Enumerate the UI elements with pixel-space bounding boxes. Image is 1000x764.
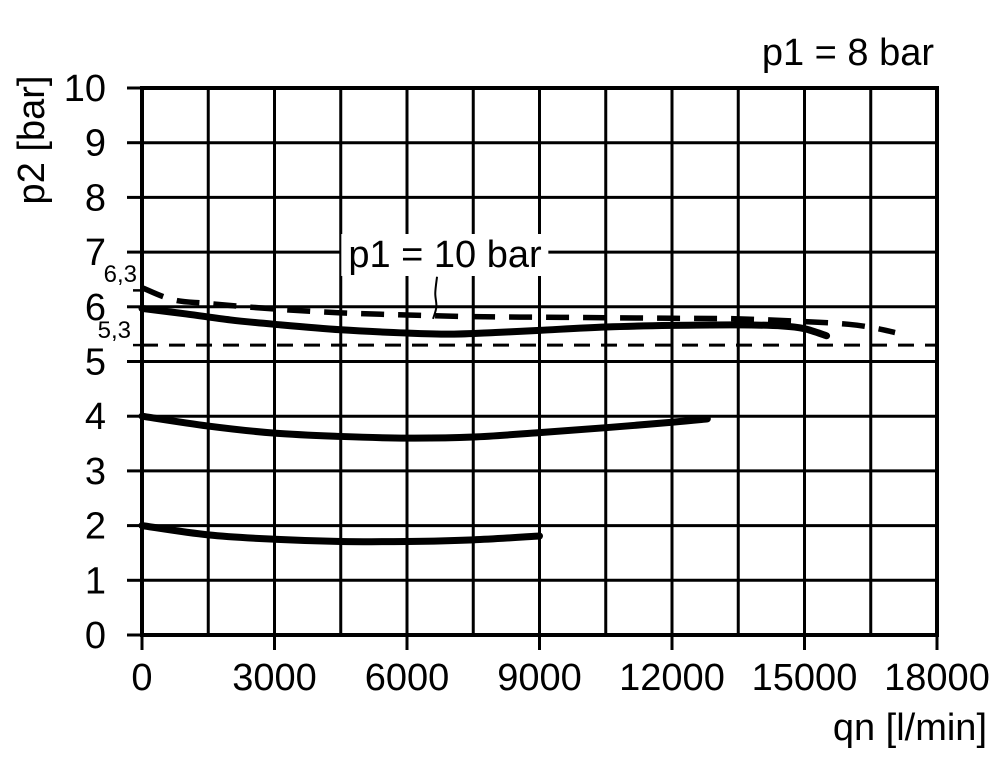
curve-solid-1	[138, 304, 831, 340]
special-y-label-6-3: 6,3	[103, 261, 137, 288]
y-tick-label: 7	[85, 232, 106, 274]
y-tick-label: 5	[85, 342, 106, 384]
annotation-p1-8bar: p1 = 8 bar	[761, 32, 934, 74]
y-axis-title: p2 [bar]	[11, 75, 53, 205]
x-tick-label: 6000	[365, 657, 450, 699]
curve-solid-2	[138, 412, 711, 442]
y-tick-label: 3	[85, 451, 106, 493]
y-tick-label: 6	[85, 287, 106, 329]
y-tick-label: 9	[85, 123, 106, 165]
y-tick-label: 2	[85, 506, 106, 548]
x-tick-label: 3000	[232, 657, 317, 699]
x-tick-label: 12000	[619, 657, 725, 699]
annotation-p1-10bar: p1 = 10 bar	[341, 234, 549, 276]
x-tick-label: 9000	[497, 657, 582, 699]
y-tick-label: 0	[85, 615, 106, 657]
x-axis-title: qn [l/min]	[832, 707, 987, 749]
y-tick-label: 10	[64, 68, 106, 110]
x-tick-label: 18000	[884, 657, 990, 699]
y-tick-label: 4	[85, 396, 106, 438]
y-tick-label: 8	[85, 177, 106, 219]
special-y-label-5-3: 5,3	[97, 317, 131, 344]
curve-p1-10bar-dashed	[140, 285, 896, 336]
curve-solid-3	[138, 522, 543, 546]
annotation-leader-line	[432, 276, 439, 320]
x-tick-label: 0	[131, 657, 152, 699]
y-tick-label: 1	[85, 560, 106, 602]
x-tick-label: 15000	[752, 657, 858, 699]
